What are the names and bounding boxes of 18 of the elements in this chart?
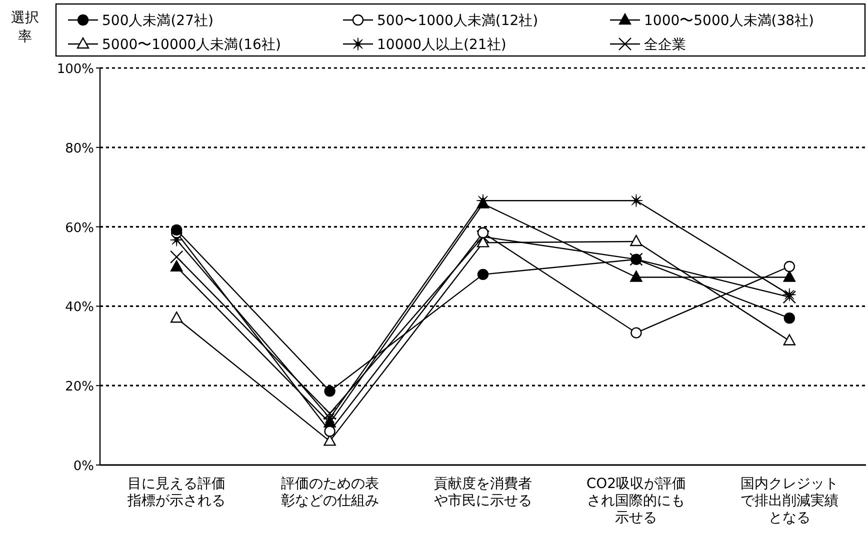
y-tick-label: 60%	[65, 220, 94, 236]
x-tick-label: 目に見える評価指標が示される	[126, 476, 226, 509]
x-tick-label: 評価のための表彰などの仕組み	[280, 476, 379, 509]
legend-label: 500〜1000人未満(12社)	[377, 13, 538, 29]
legend-label: 500人未満(27社)	[102, 13, 214, 29]
y-tick-label: 100%	[56, 62, 94, 77]
y-tick-label: 80%	[65, 141, 94, 156]
ylabel: 選択率	[11, 10, 39, 45]
y-tick-label: 20%	[65, 380, 94, 395]
legend-label: 5000〜10000人未満(16社)	[102, 37, 281, 53]
legend-label: 全企業	[644, 37, 686, 53]
x-tick-label: 国内クレジットで排出削減実績となる	[740, 476, 838, 526]
x-tick-label: CO2吸収が評価され国際的にも示せる	[586, 476, 686, 526]
y-tick-label: 40%	[65, 300, 94, 316]
legend-label: 1000〜5000人未満(38社)	[644, 13, 814, 29]
legend-label: 10000人以上(21社)	[377, 37, 506, 53]
y-tick-label: 0%	[73, 459, 94, 474]
x-tick-label: 貢献度を消費者や市民に示せる	[434, 476, 532, 509]
